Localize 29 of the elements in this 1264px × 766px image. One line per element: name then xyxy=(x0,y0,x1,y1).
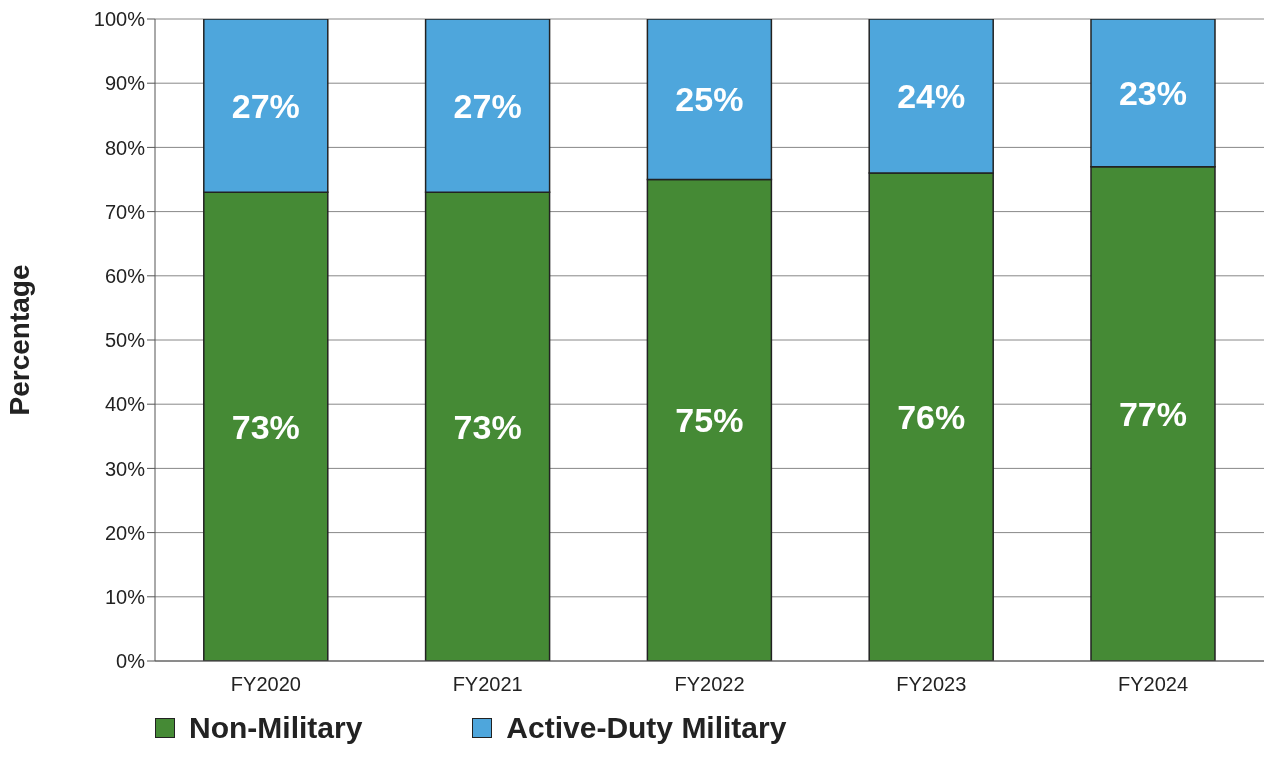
x-tick-label: FY2021 xyxy=(452,673,523,696)
data-label: 77% xyxy=(1118,394,1188,433)
y-tick-label: 70% xyxy=(104,200,146,223)
data-label: 25% xyxy=(675,80,744,119)
y-tick-label: 20% xyxy=(104,521,146,544)
data-label: 75% xyxy=(675,401,744,440)
x-tick-label: FY2022 xyxy=(674,673,745,696)
y-tick-label: 90% xyxy=(104,72,146,95)
data-label: 27% xyxy=(231,86,300,125)
y-tick-label: 100% xyxy=(93,8,146,31)
data-label: 76% xyxy=(897,398,966,437)
data-label: 23% xyxy=(1118,73,1188,112)
y-tick-label: 10% xyxy=(104,585,146,608)
x-tick-label: FY2024 xyxy=(1118,673,1189,696)
y-tick-label: 0% xyxy=(116,650,146,673)
data-label: 73% xyxy=(453,407,522,446)
legend-label: Non-Military xyxy=(189,711,363,745)
data-label: 24% xyxy=(897,77,966,116)
data-label: 27% xyxy=(453,86,522,125)
y-tick-label: 60% xyxy=(104,264,146,287)
y-tick-label: 40% xyxy=(104,393,146,416)
x-tick-label: FY2023 xyxy=(896,673,967,696)
y-axis-title: Percentage xyxy=(3,264,35,416)
legend-label: Active-Duty Military xyxy=(506,711,787,745)
y-tick-label: 50% xyxy=(104,329,146,352)
data-label: 73% xyxy=(231,407,300,446)
y-tick-label: 30% xyxy=(104,457,146,480)
x-tick-label: FY2020 xyxy=(230,673,301,696)
y-tick-label: 80% xyxy=(104,136,146,159)
